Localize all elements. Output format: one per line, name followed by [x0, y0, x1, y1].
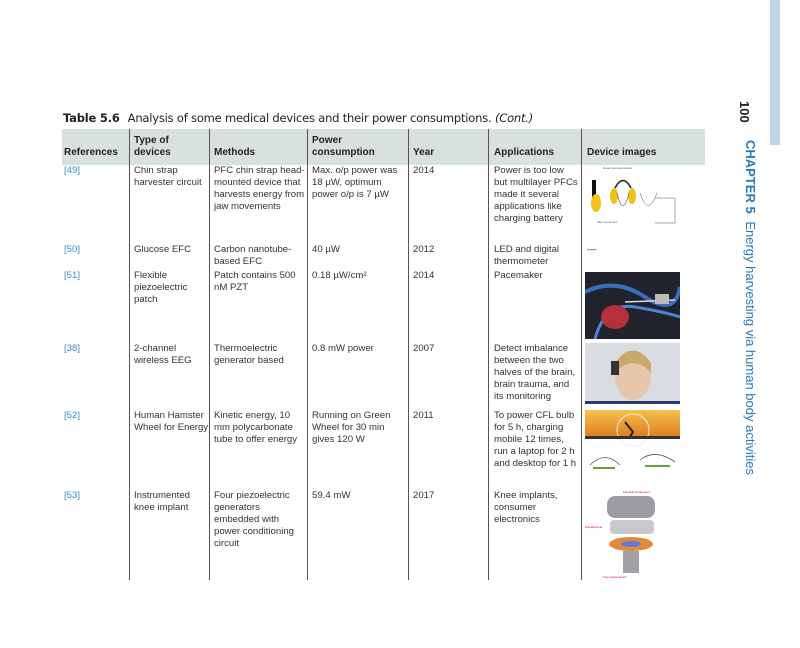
reference-link[interactable]: [50]: [64, 244, 81, 255]
cell-apps: Power is too low but multilayer PFCs mad…: [494, 165, 578, 224]
header-methods: Methods: [214, 147, 256, 158]
cell-apps: Knee implants, consumer electronics: [494, 490, 558, 525]
caption-cont: (Cont.): [494, 111, 534, 125]
page-number: 100: [737, 101, 752, 123]
column-divider: [488, 129, 489, 580]
cell-power: Max. o/p power was 18 µW, optimum power …: [312, 165, 398, 200]
chin-strap-diagram: Head-mounted device Jaw movement: [591, 166, 676, 224]
chapter-title: Energy harvesting via human body activit…: [743, 221, 758, 475]
reference-link[interactable]: [49]: [64, 165, 81, 176]
reference-link[interactable]: [51]: [64, 270, 81, 281]
cell-apps: Pacemaker: [494, 270, 543, 281]
chapter-label: CHAPTER 5: [743, 140, 758, 214]
cell-type: Human Hamster Wheel for Energy: [134, 410, 209, 433]
cell-type: Chin strap harvester circuit: [134, 165, 202, 188]
reference-link[interactable]: [52]: [64, 410, 81, 421]
cell-type: Instrumented knee implant: [134, 490, 190, 513]
cell-apps: To power CFL bulb for 5 h, charging mobi…: [494, 410, 577, 469]
reference-link[interactable]: [53]: [64, 490, 81, 501]
cell-methods: Thermoelectric generator based: [214, 343, 284, 366]
table-caption: Table 5.6 Analysis of some medical device…: [63, 111, 533, 125]
header-year: Year: [413, 147, 435, 158]
header-images: Device images: [587, 147, 657, 158]
column-divider: [129, 129, 130, 580]
column-divider: [581, 129, 582, 580]
no-image-dash: —: [587, 244, 597, 255]
header-power: Power consumption: [312, 135, 375, 158]
cell-methods: Four piezoelectric generators embedded w…: [214, 490, 295, 549]
cell-methods: Carbon nanotube-based EFC: [214, 244, 292, 267]
column-divider: [209, 129, 210, 580]
header-references: References: [64, 147, 118, 158]
cell-year: 2017: [413, 490, 435, 501]
cell-year: 2012: [413, 244, 435, 255]
column-divider: [408, 129, 409, 580]
column-divider: [307, 129, 308, 580]
cell-methods: PFC chin strap head-mounted device that …: [214, 165, 305, 212]
cell-year: 2014: [413, 165, 435, 176]
eeg-headset-photo: [585, 343, 680, 404]
header-type: Type of devices: [134, 135, 171, 158]
cell-year: 2007: [413, 343, 435, 354]
cell-power: 0.8 mW power: [312, 343, 374, 354]
header-applications: Applications: [494, 147, 555, 158]
cell-year: 2014: [413, 270, 435, 281]
cell-power: 0.18 µW/cm²: [312, 270, 367, 281]
page-tab-marker: [770, 0, 780, 145]
cell-type: 2-channel wireless EEG: [134, 343, 192, 366]
cell-methods: Kinetic energy, 10 mm polycarbonate tube…: [214, 410, 298, 445]
cell-apps: LED and digital thermometer: [494, 244, 560, 267]
caption-text: Analysis of some medical devices and the…: [127, 111, 492, 125]
cell-methods: Patch contains 500 nM PZT: [214, 270, 296, 293]
svg-text:Femoral component: Femoral component: [623, 490, 650, 494]
cell-type: Glucose EFC: [134, 244, 192, 255]
svg-text:Polyethylene: Polyethylene: [585, 525, 603, 529]
cell-power: 40 µW: [312, 244, 340, 255]
knee-implant-diagram: Femoral component Polyethylene Four piez…: [585, 490, 655, 579]
pacemaker-photo: [585, 272, 680, 339]
reference-link[interactable]: [38]: [64, 343, 81, 354]
svg-text:Head-mounted device: Head-mounted device: [603, 166, 633, 170]
hamster-wheel-photo: [585, 410, 680, 469]
table-header: [62, 129, 705, 165]
running-header: CHAPTER 5 Energy harvesting via human bo…: [743, 140, 758, 475]
table-label: Table 5.6: [63, 111, 120, 125]
svg-text:Jaw movement: Jaw movement: [597, 220, 617, 224]
cell-power: 59.4 mW: [312, 490, 351, 501]
cell-year: 2011: [413, 410, 434, 421]
cell-power: Running on Green Wheel for 30 min gives …: [312, 410, 391, 445]
svg-text:Four piezoelectric: Four piezoelectric: [603, 575, 627, 579]
cell-type: Flexible piezoelectric patch: [134, 270, 188, 305]
cell-apps: Detect imbalance between the two halves …: [494, 343, 576, 402]
